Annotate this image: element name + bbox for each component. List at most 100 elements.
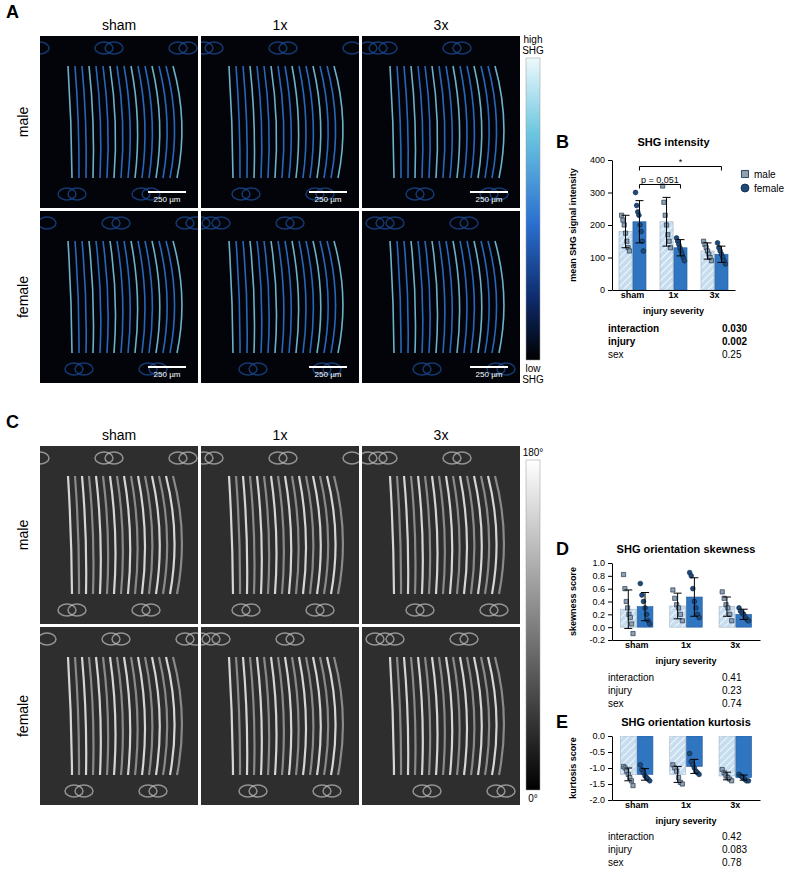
data-point: [687, 751, 692, 756]
stat-p-value: 0.42: [722, 831, 742, 842]
error-bar-cap: [717, 246, 725, 247]
error-bar-cap: [690, 616, 698, 617]
texture: [334, 476, 343, 594]
error-bar: [663, 197, 671, 246]
texture: [425, 66, 430, 178]
texture: [68, 66, 72, 178]
data-point: [628, 615, 632, 619]
texture: [292, 66, 299, 178]
error-bar-stem: [677, 766, 678, 782]
stat-name: interaction: [608, 672, 654, 683]
texture: [239, 363, 257, 375]
x-axis: sham1x3x: [613, 640, 761, 650]
texture: [278, 66, 284, 178]
texture: [232, 188, 250, 200]
texture: [366, 217, 384, 229]
texture: [131, 66, 138, 178]
texture: [173, 241, 182, 353]
stat-p-value: 0.083: [722, 844, 747, 855]
data-point: [678, 612, 682, 616]
texture: [205, 452, 223, 464]
texture: [467, 657, 474, 775]
data-point: [638, 223, 643, 228]
texture: [299, 66, 306, 178]
micrograph: [40, 36, 198, 208]
texture: [124, 66, 130, 178]
texture: [68, 188, 86, 200]
micrograph-background: [40, 36, 198, 208]
colorbar: [526, 58, 540, 360]
y-axis: -2.0-1.5-1.0-0.50.0: [589, 731, 612, 805]
y-axis-title: skewness score: [568, 567, 578, 636]
error-bar: [674, 766, 682, 782]
texture: [269, 452, 287, 464]
texture: [453, 42, 471, 54]
texture: [82, 66, 86, 178]
texture: [173, 657, 182, 775]
texture: [306, 604, 324, 616]
texture: [474, 476, 482, 594]
error-bar-cap: [740, 609, 748, 610]
texture: [149, 785, 167, 797]
error-bar-cap: [622, 215, 630, 216]
colorbar-label: 0°: [528, 793, 538, 804]
texture: [480, 604, 498, 616]
texture: [460, 476, 467, 594]
error-bar: [740, 609, 748, 619]
y-tick: 0.4: [592, 597, 612, 607]
texture: [152, 657, 160, 775]
column-header: 3x: [434, 427, 449, 443]
column-header: 1x: [273, 17, 288, 33]
texture: [439, 66, 445, 178]
texture: [366, 633, 384, 645]
colorbar-label: highSHG: [522, 34, 544, 56]
texture: [439, 657, 445, 775]
texture: [495, 66, 504, 178]
texture: [229, 657, 233, 775]
texture: [313, 657, 321, 775]
texture: [82, 476, 86, 594]
data-point: [730, 619, 734, 623]
stat-p-value: 0.41: [722, 672, 742, 683]
texture: [159, 657, 167, 775]
texture: [460, 657, 467, 775]
texture: [138, 241, 145, 353]
y-tick-label: 0.0: [592, 731, 605, 741]
texture: [369, 452, 387, 464]
data-point: [640, 593, 645, 598]
texture: [446, 657, 452, 775]
x-tick-label: 3x: [709, 290, 719, 300]
texture: [474, 241, 482, 353]
y-tick: 300: [590, 188, 612, 198]
texture: [411, 66, 416, 178]
texture: [460, 217, 478, 229]
error-bar: [704, 243, 712, 259]
data-point: [667, 239, 671, 243]
texture: [292, 657, 299, 775]
texture: [229, 476, 233, 594]
texture: [96, 241, 101, 353]
y-tick-mark: [608, 290, 612, 291]
y-tick: 0.2: [592, 610, 612, 620]
x-tick: 3x: [730, 800, 740, 810]
texture: [481, 657, 489, 775]
stat-name: sex: [608, 857, 624, 868]
column-header: 1x: [273, 427, 288, 443]
texture: [138, 657, 145, 775]
texture: [343, 452, 359, 464]
significance-label: p = 0.051: [641, 175, 679, 185]
y-tick-label: -2.0: [589, 795, 605, 805]
error-bar: [635, 201, 643, 243]
texture: [124, 657, 130, 775]
stat-name: interaction: [608, 323, 659, 334]
data-point: [715, 240, 720, 245]
texture: [89, 66, 94, 178]
texture: [416, 188, 434, 200]
texture: [105, 42, 123, 54]
micrograph-background: [40, 446, 198, 624]
chart-title: SHG orientation skewness: [617, 543, 756, 555]
texture: [145, 657, 152, 775]
texture: [413, 363, 431, 375]
error-bar-stem: [726, 597, 727, 616]
stat-p-value: 0.74: [722, 698, 742, 709]
